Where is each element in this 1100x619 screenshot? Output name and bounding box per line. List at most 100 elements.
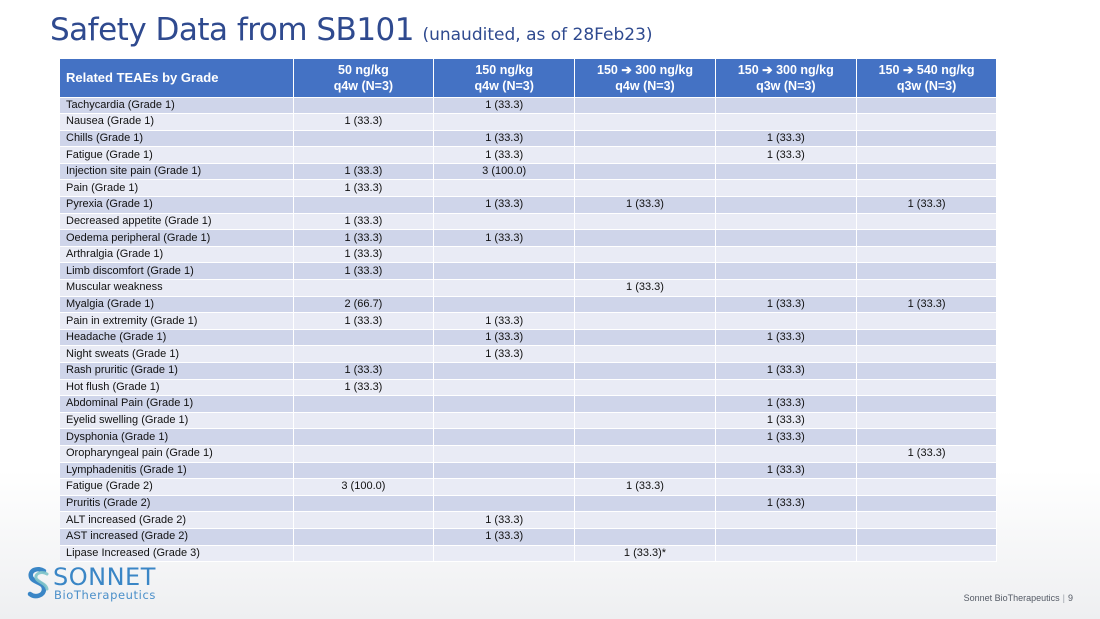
teae-name-cell: Eyelid swelling (Grade 1) <box>60 412 294 430</box>
teae-value-cell <box>715 246 857 264</box>
sonnet-s-logo-icon <box>27 567 49 599</box>
table-row: Arthralgia (Grade 1) 1 (33.3) <box>60 246 998 264</box>
header-dose: 150 ➔ 300 ng/kg <box>737 62 834 77</box>
teae-value-cell: 1 (33.3) <box>715 362 857 380</box>
teae-value-cell <box>574 462 716 480</box>
table-row: Decreased appetite (Grade 1) 1 (33.3) <box>60 213 998 231</box>
teae-name-cell: Hot flush (Grade 1) <box>60 379 294 397</box>
teae-value-cell <box>433 412 576 430</box>
teae-value-cell <box>574 97 716 115</box>
teae-value-cell <box>856 246 998 264</box>
teae-value-cell <box>715 544 857 563</box>
teae-value-cell <box>293 130 435 148</box>
table-row: Pruritis (Grade 2) 1 (33.3) <box>60 495 998 513</box>
teae-value-cell <box>433 113 576 131</box>
teae-value-cell <box>433 445 576 463</box>
teae-value-cell <box>715 478 857 496</box>
table-row: Lymphadenitis (Grade 1) 1 (33.3) <box>60 462 998 480</box>
teae-value-cell <box>715 196 857 214</box>
teae-value-cell: 1 (33.3) <box>433 130 576 148</box>
teae-value-cell <box>293 345 435 363</box>
header-cell-teae-label: Related TEAEs by Grade <box>60 59 294 98</box>
table-row: Night sweats (Grade 1) 1 (33.3) <box>60 345 998 363</box>
teae-value-cell: 1 (33.3) <box>293 312 435 330</box>
teae-value-cell: 1 (33.3) <box>433 229 576 247</box>
table-row: Pain in extremity (Grade 1) 1 (33.3) 1 (33… <box>60 312 998 330</box>
sonnet-logo: SONNET BioTherapeutics <box>26 563 176 605</box>
teae-value-cell: 1 (33.3) <box>715 130 857 148</box>
teae-value-cell <box>856 362 998 380</box>
table-row: Chills (Grade 1) 1 (33.3) 1 (33.3) <box>60 130 998 148</box>
teae-value-cell <box>574 246 716 264</box>
teae-value-cell: 1 (33.3) <box>293 379 435 397</box>
logo-wordmark: SONNET <box>53 563 156 591</box>
teae-value-cell <box>856 213 998 231</box>
header-schedule: q3w (N=3) <box>756 78 816 93</box>
teae-value-cell <box>433 279 576 297</box>
teae-name-cell: AST increased (Grade 2) <box>60 528 294 546</box>
teae-value-cell <box>715 229 857 247</box>
teae-value-cell <box>856 345 998 363</box>
table-row: Pain (Grade 1) 1 (33.3) <box>60 179 998 198</box>
slide-footer: Sonnet BioTherapeutics | 9 <box>964 593 1073 603</box>
table-row: Myalgia (Grade 1) 2 (66.7) 1 (33.3) 1 (33.3… <box>60 296 998 314</box>
teae-value-cell <box>574 412 716 430</box>
teae-value-cell <box>293 329 435 347</box>
teae-value-cell <box>433 296 576 314</box>
teae-value-cell <box>574 528 716 546</box>
teae-value-cell <box>433 179 576 198</box>
teae-value-cell <box>856 412 998 430</box>
teae-name-cell: ALT increased (Grade 2) <box>60 511 294 529</box>
table-row: Abdominal Pain (Grade 1) 1 (33.3) <box>60 395 998 413</box>
teae-value-cell <box>856 113 998 131</box>
table-row: ALT increased (Grade 2) 1 (33.3) <box>60 511 998 529</box>
logo-subtitle: BioTherapeutics <box>54 588 156 602</box>
teae-value-cell <box>574 296 716 314</box>
table-row: Lipase Increased (Grade 3) 1 (33.3)* <box>60 544 998 563</box>
teae-value-cell: 1 (33.3) <box>293 229 435 247</box>
teae-value-cell <box>293 462 435 480</box>
teae-value-cell <box>574 213 716 231</box>
teae-value-cell: 1 (33.3) <box>433 329 576 347</box>
teae-value-cell: 1 (33.3) <box>715 462 857 480</box>
table-row: Hot flush (Grade 1) 1 (33.3) <box>60 379 998 397</box>
teae-value-cell <box>574 229 716 247</box>
teae-name-cell: Dysphonia (Grade 1) <box>60 428 294 446</box>
teae-value-cell: 1 (33.3) <box>433 146 576 164</box>
header-dose: 150 ➔ 540 ng/kg <box>878 62 975 77</box>
teae-value-cell <box>574 179 716 198</box>
slide-title: Safety Data from SB101 (unaudited, as of… <box>50 12 653 48</box>
teae-name-cell: Limb discomfort (Grade 1) <box>60 262 294 281</box>
header-label-line-1: Related TEAEs by Grade <box>66 69 219 85</box>
table-row: Oropharyngeal pain (Grade 1) 1 (33.3) <box>60 445 998 463</box>
table-row: Oedema peripheral (Grade 1) 1 (33.3) 1 (33… <box>60 229 998 247</box>
header-schedule: q4w (N=3) <box>333 78 394 93</box>
teae-value-cell: 1 (33.3) <box>856 196 998 214</box>
teae-name-cell: Tachycardia (Grade 1) <box>60 97 294 115</box>
header-schedule: q3w (N=3) <box>896 78 957 93</box>
teae-value-cell <box>433 462 576 480</box>
teae-value-cell: 1 (33.3) <box>293 246 435 264</box>
teae-value-cell <box>715 345 857 363</box>
table-row: AST increased (Grade 2) 1 (33.3) <box>60 528 998 546</box>
teae-name-cell: Night sweats (Grade 1) <box>60 345 294 363</box>
teae-value-cell: 1 (33.3) <box>715 428 857 446</box>
table-row: Fatigue (Grade 2) 3 (100.0) 1 (33.3) <box>60 478 998 496</box>
teae-name-cell: Fatigue (Grade 2) <box>60 478 294 496</box>
teae-value-cell <box>433 262 576 281</box>
teae-table: Related TEAEs by Grade 50 ng/kg q4w (N=3… <box>60 59 998 563</box>
teae-value-cell <box>433 362 576 380</box>
teae-name-cell: Oropharyngeal pain (Grade 1) <box>60 445 294 463</box>
header-cell-cohort-4: 150 ➔ 300 ng/kg q3w (N=3) <box>715 59 857 98</box>
teae-value-cell: 1 (33.3) <box>574 279 716 297</box>
teae-value-cell <box>856 428 998 446</box>
teae-value-cell <box>574 146 716 164</box>
teae-value-cell <box>856 544 998 563</box>
teae-value-cell: 2 (66.7) <box>293 296 435 314</box>
teae-value-cell <box>856 262 998 281</box>
table-row: Fatigue (Grade 1) 1 (33.3) 1 (33.3) <box>60 146 998 164</box>
teae-value-cell <box>574 395 716 413</box>
teae-value-cell <box>293 511 435 529</box>
teae-value-cell <box>715 312 857 330</box>
teae-name-cell: Lymphadenitis (Grade 1) <box>60 462 294 480</box>
